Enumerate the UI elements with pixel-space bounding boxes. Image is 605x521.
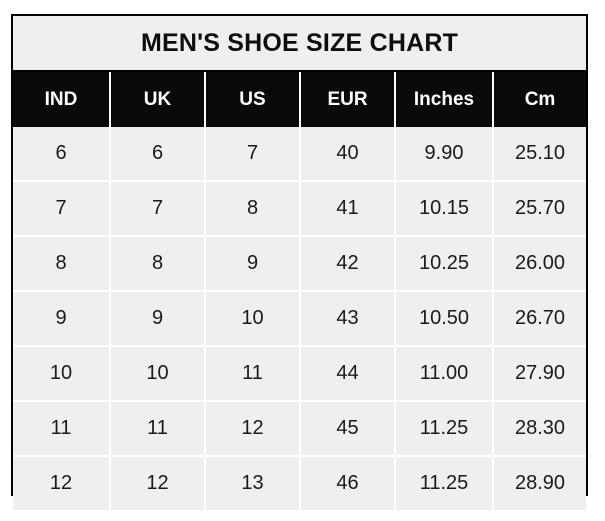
cell-uk: 10	[110, 346, 206, 402]
cell-uk: 12	[110, 456, 206, 510]
table-header-row: IND UK US EUR Inches Cm	[13, 72, 586, 127]
table-body: 6 6 7 40 9.90 25.10 7 7 8 41 10.15 25.70 8 8 9 42 10.25 2…	[13, 127, 586, 510]
table-header: IND UK US EUR Inches Cm	[13, 72, 586, 127]
cell-us: 10	[205, 291, 301, 347]
column-header-ind: IND	[13, 72, 111, 127]
cell-cm: 26.70	[493, 291, 586, 347]
cell-eur: 42	[300, 236, 396, 292]
cell-eur: 40	[300, 127, 396, 182]
cell-inches: 11.25	[395, 456, 494, 510]
cell-inches: 9.90	[395, 127, 494, 182]
cell-inches: 10.25	[395, 236, 494, 292]
shoe-size-chart: MEN'S SHOE SIZE CHART IND UK US EUR Inches Cm…	[11, 14, 588, 510]
cell-us: 11	[205, 346, 301, 402]
cell-ind: 7	[13, 181, 111, 237]
column-header-inches: Inches	[395, 72, 494, 127]
cell-cm: 27.90	[493, 346, 586, 402]
cell-cm: 28.30	[493, 401, 586, 457]
cell-cm: 25.70	[493, 181, 586, 237]
cell-eur: 46	[300, 456, 396, 510]
cell-cm: 26.00	[493, 236, 586, 292]
cell-eur: 41	[300, 181, 396, 237]
table-row: 12 12 13 46 11.25 28.90	[13, 456, 586, 510]
table-row: 7 7 8 41 10.15 25.70	[13, 181, 586, 237]
cell-ind: 9	[13, 291, 111, 347]
table-row: 6 6 7 40 9.90 25.10	[13, 127, 586, 182]
cell-eur: 45	[300, 401, 396, 457]
column-header-cm: Cm	[493, 72, 586, 127]
cell-us: 7	[205, 127, 301, 182]
cell-ind: 10	[13, 346, 111, 402]
cell-uk: 9	[110, 291, 206, 347]
cell-uk: 6	[110, 127, 206, 182]
cell-uk: 11	[110, 401, 206, 457]
table-row: 8 8 9 42 10.25 26.00	[13, 236, 586, 292]
cell-cm: 28.90	[493, 456, 586, 510]
cell-inches: 10.50	[395, 291, 494, 347]
cell-ind: 11	[13, 401, 111, 457]
page-title: MEN'S SHOE SIZE CHART	[140, 28, 459, 57]
table-row: 10 10 11 44 11.00 27.90	[13, 346, 586, 402]
cell-inches: 11.25	[395, 401, 494, 457]
cell-inches: 10.15	[395, 181, 494, 237]
cell-us: 12	[205, 401, 301, 457]
cell-us: 13	[205, 456, 301, 510]
cell-us: 9	[205, 236, 301, 292]
chart-title-band: MEN'S SHOE SIZE CHART	[13, 16, 586, 72]
cell-ind: 12	[13, 456, 111, 510]
cell-eur: 44	[300, 346, 396, 402]
column-header-us: US	[205, 72, 301, 127]
cell-ind: 8	[13, 236, 111, 292]
cell-inches: 11.00	[395, 346, 494, 402]
cell-cm: 25.10	[493, 127, 586, 182]
cell-uk: 7	[110, 181, 206, 237]
size-chart-table: IND UK US EUR Inches Cm 6 6 7 40 9.90 25.10 7 7 8 41 10…	[13, 72, 586, 510]
table-row: 11 11 12 45 11.25 28.30	[13, 401, 586, 457]
column-header-eur: EUR	[300, 72, 396, 127]
cell-us: 8	[205, 181, 301, 237]
cell-uk: 8	[110, 236, 206, 292]
cell-eur: 43	[300, 291, 396, 347]
table-row: 9 9 10 43 10.50 26.70	[13, 291, 586, 347]
cell-ind: 6	[13, 127, 111, 182]
column-header-uk: UK	[110, 72, 206, 127]
